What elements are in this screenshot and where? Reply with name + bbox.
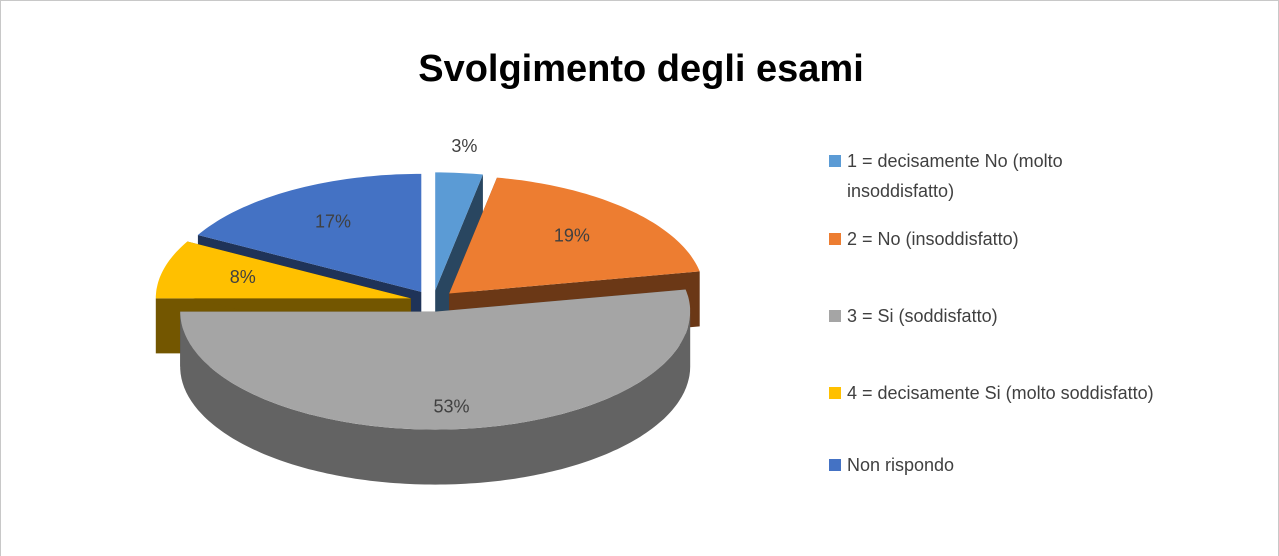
pie-slice [435,172,483,346]
chart-title: Svolgimento degli esami [418,48,864,90]
legend-item: 3 = Si (soddisfatto) [829,301,1269,331]
data-label: 53% [433,397,469,417]
slice-top [449,177,700,294]
slice-wall [180,311,691,485]
legend-item: 4 = decisamente Si (molto soddisfatto) [829,378,1269,408]
slice-side [435,174,483,346]
legend-item: 2 = No (insoddisfatto) [829,224,1269,254]
data-label: 8% [230,267,256,287]
legend-swatch [829,387,841,399]
legend-label: 1 = decisamente No (molto insoddisfatto) [847,151,1063,201]
legend-swatch [829,233,841,245]
slice-top [435,172,483,291]
slice-top [180,289,691,430]
legend-label: Non rispondo [847,455,955,475]
legend-label: 2 = No (insoddisfatto) [847,229,1019,249]
legend-item: 1 = decisamente No (molto insoddisfatto) [829,146,1159,206]
legend-swatch [829,310,841,322]
legend-label: 3 = Si (soddisfatto) [847,306,998,326]
pie-slice [180,289,691,485]
legend-label: 4 = decisamente Si (molto soddisfatto) [847,383,1154,403]
slice-top [197,173,422,292]
data-label: 17% [315,212,351,232]
data-label: 3% [451,136,477,156]
legend-item: Non rispondo [829,450,1269,480]
legend-swatch [829,155,841,167]
legend-swatch [829,459,841,471]
slice-top [155,241,411,299]
data-label: 19% [554,226,590,246]
